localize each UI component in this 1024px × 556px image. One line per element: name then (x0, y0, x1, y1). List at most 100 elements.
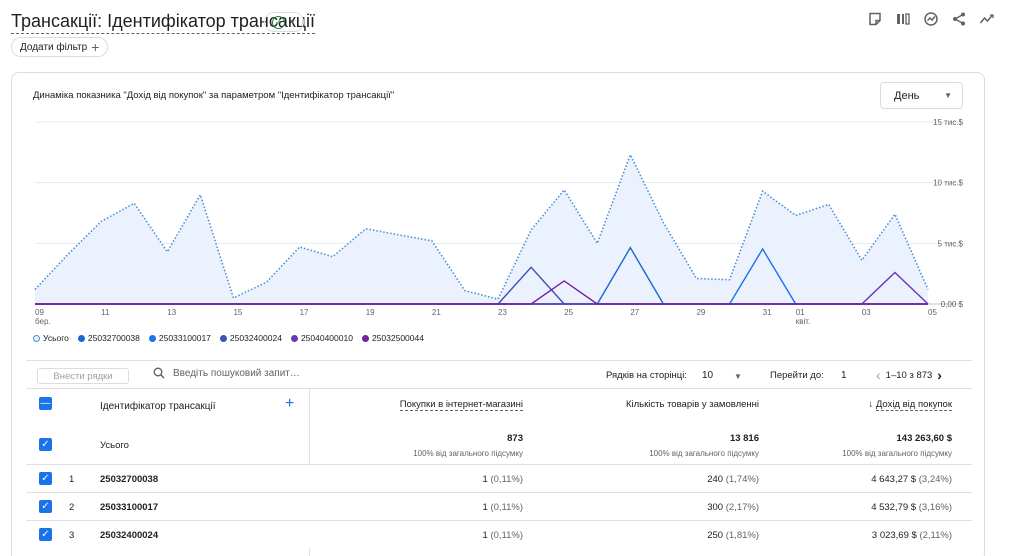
total-label: Усього (100, 440, 129, 451)
legend-dot-icon (361, 334, 369, 342)
share-icon[interactable] (950, 10, 968, 28)
report-status-chip[interactable]: ✓ ▼ (264, 12, 304, 32)
cell-percent: (3,16%) (918, 502, 952, 513)
cell-value: 300 (707, 502, 724, 513)
total-checkbox[interactable]: ✓ (39, 438, 52, 451)
total-area (35, 154, 928, 304)
chevron-down-icon[interactable]: ▼ (734, 372, 742, 381)
legend-dot-icon (290, 334, 298, 342)
table-row[interactable]: ✓ 2 25033100017 1 (0,11%) 300 (2,17%) 4 532,7… (26, 492, 972, 520)
transaction-id[interactable]: 25032700038 (100, 474, 159, 485)
legend-dot-icon (33, 334, 40, 342)
series-line-total (34, 152, 929, 301)
series-line (35, 280, 928, 305)
cell-value: 1 (482, 530, 488, 541)
select-all-checkbox[interactable]: — (39, 397, 52, 410)
data-table: — Ідентифікатор трансакції + Покупки в і… (26, 388, 972, 556)
legend-item[interactable]: 25032400024 (219, 333, 282, 343)
row-number: 3 (69, 530, 75, 541)
rows-per-page-select[interactable]: 10 (702, 370, 714, 381)
row-checkbox[interactable]: ✓ (39, 472, 52, 485)
cell-percent: (0,11%) (490, 502, 523, 513)
add-filter-label: Додати фільтр (20, 41, 88, 53)
x-tick-label: 11 (101, 308, 110, 317)
col-header-purchases[interactable]: Покупки в інтернет-магазині (399, 399, 523, 411)
total-revenue-percent: 100% від загального підсумку (842, 449, 952, 458)
table-row[interactable]: ✓ 3 25032400024 1 (0,11%) 250 (1,81%) 3 023,6… (26, 520, 972, 548)
x-tick-label: 23 (498, 308, 507, 317)
chart-note-icon[interactable] (866, 10, 884, 28)
legend-item[interactable]: Усього (33, 333, 69, 343)
rows-per-page-label: Рядків на сторінці: (606, 370, 687, 381)
insert-rows-button[interactable]: Внести рядки (37, 368, 129, 384)
cell-revenue: 4 532,79 $ (3,16%) (871, 502, 952, 513)
legend-label: 25032500044 (371, 333, 424, 343)
total-row: ✓ Усього 873 100% від загального підсумк… (26, 424, 972, 464)
search-input[interactable]: Введіть пошуковий запит… (173, 367, 300, 379)
report-title[interactable]: Трансакції: Ідентифікатор трансакції (11, 10, 316, 34)
row-number: 2 (69, 502, 75, 513)
legend-item[interactable]: 25033100017 (148, 333, 211, 343)
col-header-revenue-label: Дохід від покупок (875, 399, 952, 411)
period-select[interactable]: День ▼ (880, 82, 963, 109)
trend-icon[interactable] (978, 10, 996, 28)
legend-item[interactable]: 25040400010 (290, 333, 353, 343)
chevron-down-icon: ▼ (944, 91, 952, 100)
period-select-value: День (894, 89, 920, 102)
cell-value: 4 643,27 $ (871, 474, 917, 485)
x-tick-label: 15 (233, 308, 242, 317)
cell-purchases: 1 (0,11%) (483, 502, 524, 513)
x-tick-label: 03 (862, 308, 871, 317)
cell-purchases: 1 (0,11%) (483, 530, 524, 541)
x-tick-label: 31 (763, 308, 772, 317)
x-tick-sublabel: квіт. (796, 317, 811, 326)
search-icon (153, 367, 165, 379)
y-tick-label: 5 тис.$ (938, 239, 964, 248)
dimension-header[interactable]: Ідентифікатор трансакції (100, 401, 216, 412)
cell-percent: (1,81%) (725, 530, 759, 541)
report-toolbar (866, 10, 996, 28)
transaction-id[interactable]: 25033100017 (100, 502, 159, 513)
row-checkbox[interactable]: ✓ (39, 528, 52, 541)
cell-value: 3 023,69 $ (871, 530, 917, 541)
total-purchases-percent: 100% від загального підсумку (413, 449, 523, 458)
chart-title: Динаміка показника "Дохід від покупок" з… (33, 90, 395, 101)
total-items-percent: 100% від загального підсумку (649, 449, 759, 458)
total-revenue: 143 263,60 $ (896, 433, 952, 444)
compare-columns-icon[interactable] (894, 10, 912, 28)
cell-percent: (1,74%) (725, 474, 759, 485)
table-search[interactable]: Введіть пошуковий запит… (153, 367, 300, 379)
cell-revenue: 4 643,27 $ (3,24%) (871, 474, 952, 485)
legend-dot-icon (148, 334, 156, 342)
goto-page-input[interactable]: 1 (841, 370, 847, 381)
x-tick-label: 27 (630, 308, 639, 317)
total-items: 13 816 (729, 433, 759, 444)
col-header-revenue[interactable]: ↓ Дохід від покупок (868, 399, 952, 411)
x-tick-sublabel: бер. (35, 317, 51, 326)
x-tick-label: 09 (35, 308, 44, 317)
check-circle-icon: ✓ (272, 15, 286, 29)
sort-desc-icon: ↓ (868, 399, 874, 410)
cell-percent: (0,11%) (490, 530, 523, 541)
chevron-right-icon[interactable]: › (937, 367, 942, 383)
row-checkbox[interactable]: ✓ (39, 500, 52, 513)
chart-legend: Усього 25032700038 25033100017 25032400024 2… (33, 333, 424, 343)
legend-label: Усього (43, 333, 69, 343)
cell-purchases: 1 (0,11%) (483, 474, 524, 485)
chevron-left-icon[interactable]: ‹ (876, 367, 881, 383)
insights-icon[interactable] (922, 10, 940, 28)
add-filter-button[interactable]: Додати фільтр + (11, 37, 109, 57)
cell-value: 1 (482, 502, 488, 513)
table-body: ✓ 1 25032700038 1 (0,11%) 240 (1,74%) 4 643,2… (26, 464, 972, 554)
legend-item[interactable]: 25032500044 (361, 333, 424, 343)
x-tick-label: 29 (696, 308, 705, 317)
goto-label: Перейти до: (770, 370, 824, 381)
legend-item[interactable]: 25032700038 (77, 333, 140, 343)
col-header-items[interactable]: Кількість товарів у замовленні (625, 399, 759, 410)
table-row[interactable]: ✓ 1 25032700038 1 (0,11%) 240 (1,74%) 4 643,2… (26, 464, 972, 492)
table-controls: Внести рядки Введіть пошуковий запит… Ря… (26, 360, 972, 388)
add-dimension-icon[interactable]: + (285, 395, 295, 412)
transaction-id[interactable]: 25032400024 (100, 530, 159, 541)
y-tick-label: 0,00 $ (941, 300, 964, 309)
